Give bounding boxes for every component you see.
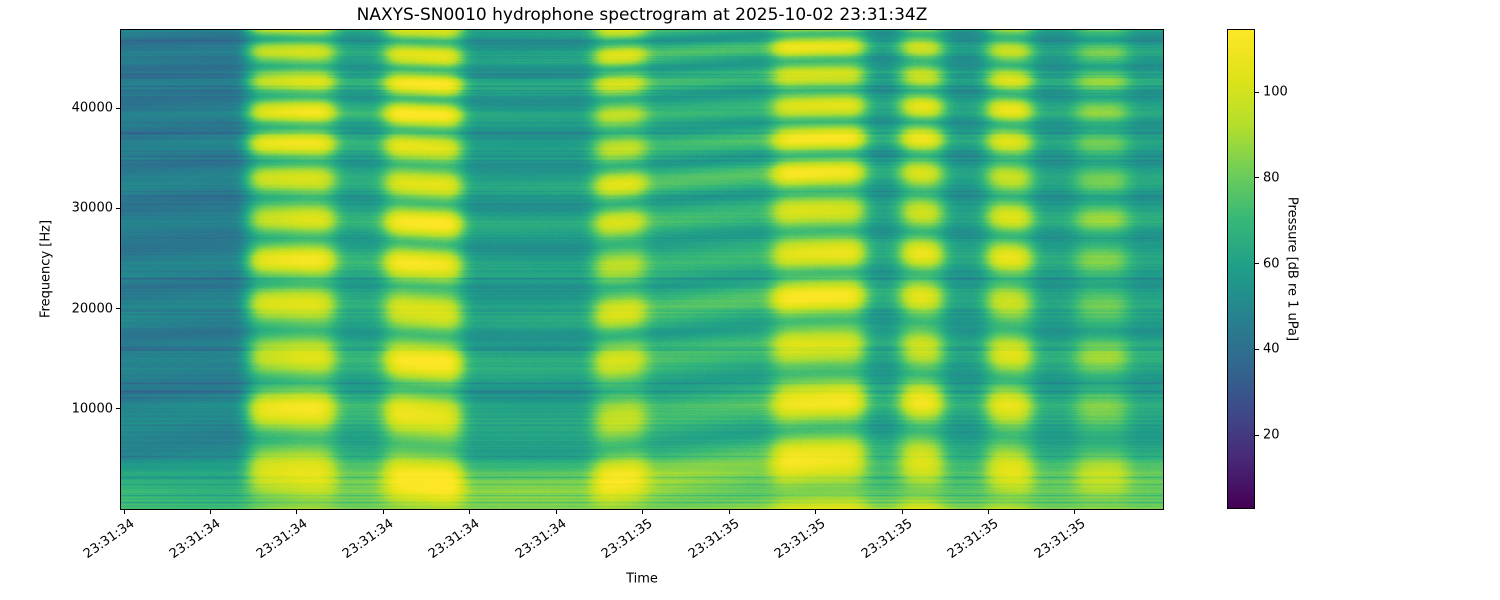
y-tick-mark	[116, 207, 120, 209]
x-tick-mark	[901, 510, 903, 514]
colorbar-tick-mark	[1255, 91, 1259, 93]
x-tick-mark	[555, 510, 557, 514]
x-tick-label: 23:31:35	[599, 516, 656, 562]
colorbar-tick-mark	[1255, 434, 1259, 436]
y-tick-mark	[116, 107, 120, 109]
x-tick-mark	[815, 510, 817, 514]
colorbar	[1227, 29, 1255, 509]
y-tick-label: 40000	[71, 100, 113, 116]
x-tick-mark	[642, 510, 644, 514]
colorbar-tick-label: 100	[1263, 84, 1288, 100]
x-tick-label: 23:31:34	[339, 516, 397, 562]
y-axis-label: Frequency [Hz]	[38, 219, 54, 319]
x-tick-label: 23:31:35	[685, 516, 743, 562]
x-axis-label: Time	[626, 571, 658, 587]
x-tick-label: 23:31:34	[167, 516, 224, 562]
x-tick-label: 23:31:35	[772, 516, 829, 562]
colorbar-tick-label: 60	[1263, 256, 1280, 272]
y-tick-mark	[116, 308, 120, 310]
chart-title: NAXYS-SN0010 hydrophone spectrogram at 2…	[356, 5, 928, 25]
colorbar-label: Pressure [dB re 1 uPa]	[1284, 196, 1300, 342]
colorbar-tick-label: 40	[1263, 341, 1280, 357]
x-tick-mark	[296, 510, 298, 514]
colorbar-tick-mark	[1255, 348, 1259, 350]
x-tick-mark	[469, 510, 471, 514]
x-tick-mark	[988, 510, 989, 514]
y-tick-label: 20000	[71, 301, 113, 317]
x-tick-mark	[209, 510, 211, 514]
colorbar-tick-label: 20	[1263, 427, 1280, 443]
x-tick-label: 23:31:35	[858, 516, 916, 562]
y-tick-label: 10000	[71, 401, 113, 417]
y-tick-mark	[116, 408, 120, 410]
x-tick-label: 23:31:34	[512, 516, 570, 562]
x-tick-mark	[382, 510, 384, 514]
y-tick-label: 30000	[71, 200, 113, 216]
colorbar-tick-mark	[1255, 177, 1259, 179]
x-tick-label: 23:31:34	[426, 516, 483, 562]
x-tick-label: 23:31:34	[253, 516, 310, 562]
x-tick-label: 23:31:35	[1031, 516, 1088, 562]
colorbar-tick-label: 80	[1263, 170, 1280, 186]
x-tick-mark	[123, 510, 125, 514]
colorbar-tick-mark	[1255, 263, 1259, 265]
x-tick-mark	[1074, 510, 1076, 514]
x-tick-mark	[728, 510, 730, 514]
x-tick-label: 23:31:35	[945, 516, 1002, 562]
x-tick-label: 23:31:34	[80, 516, 138, 562]
spectrogram-heatmap	[120, 29, 1164, 510]
